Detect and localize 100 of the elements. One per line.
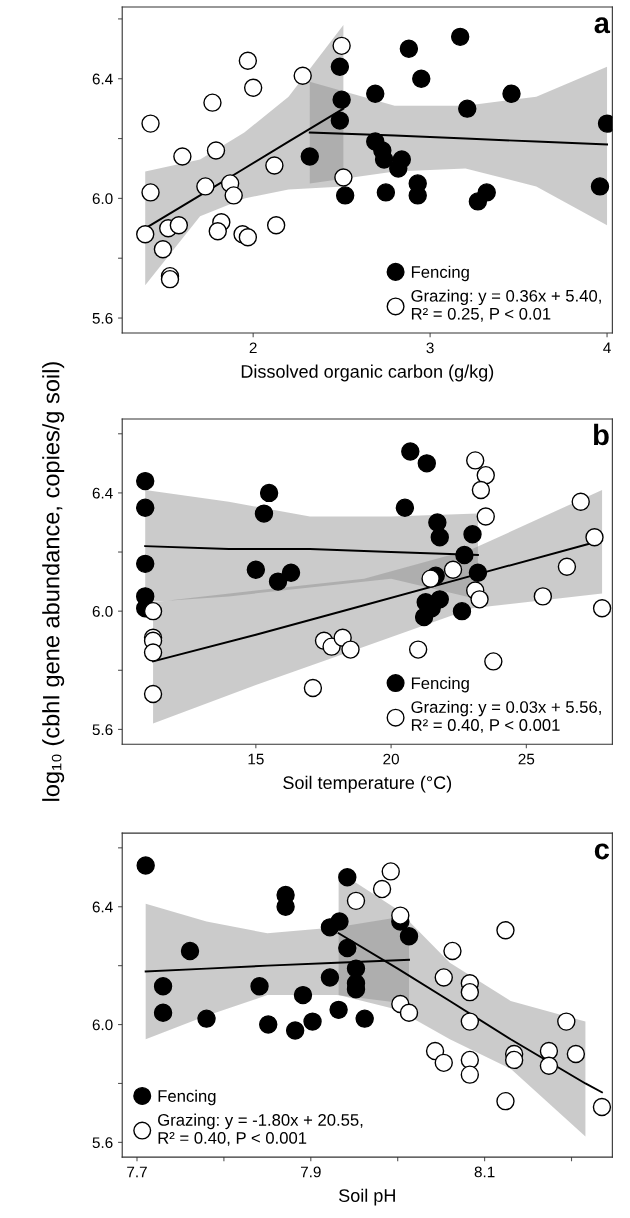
point xyxy=(224,186,243,205)
point xyxy=(268,572,288,591)
point xyxy=(250,977,269,996)
legend-label: Fencing xyxy=(158,1089,216,1106)
point xyxy=(355,1009,374,1028)
point xyxy=(428,513,447,532)
point xyxy=(136,498,155,517)
point xyxy=(153,1003,173,1022)
point xyxy=(430,528,449,547)
point xyxy=(346,891,366,911)
point xyxy=(300,147,319,166)
point xyxy=(571,492,590,511)
point xyxy=(141,183,160,202)
legend-label: Grazing: y = -1.80x + 20.55, R² = 0.40, P < 0.001 xyxy=(158,1113,363,1146)
point xyxy=(335,186,355,205)
point xyxy=(417,454,436,473)
x-tick-label: 7.7 xyxy=(127,1166,147,1178)
point xyxy=(143,684,163,704)
y-tick-label: 6.4 xyxy=(92,73,113,85)
point xyxy=(153,977,173,996)
legend-label: Fencing xyxy=(411,676,469,693)
point xyxy=(399,926,419,946)
point xyxy=(557,1012,576,1031)
point xyxy=(197,1009,216,1028)
x-axis-title: Dissolved organic carbon (g/kg) xyxy=(241,364,494,382)
point xyxy=(341,640,360,659)
x-axis-title: Soil temperature (°C) xyxy=(283,775,452,793)
point xyxy=(392,150,411,169)
point xyxy=(399,1003,419,1022)
y-tick-label: 5.6 xyxy=(92,312,113,324)
point xyxy=(414,607,434,627)
point xyxy=(332,36,351,56)
x-tick-label: 3 xyxy=(426,342,434,354)
x-tick-label: 8.1 xyxy=(474,1166,495,1178)
annotation: c xyxy=(594,843,610,860)
point xyxy=(590,177,610,196)
point xyxy=(293,985,313,1005)
y-tick-label: 6.4 xyxy=(92,901,113,913)
point xyxy=(143,601,163,621)
point xyxy=(458,99,477,118)
point xyxy=(153,240,173,259)
point xyxy=(566,1044,586,1064)
y-tick-label: 6.0 xyxy=(92,1019,113,1031)
point xyxy=(502,84,521,103)
x-tick-label: 7.9 xyxy=(300,1166,321,1178)
point xyxy=(585,528,604,547)
point xyxy=(460,1012,480,1031)
point xyxy=(477,183,496,202)
point xyxy=(421,569,440,588)
y-tick-label: 6.0 xyxy=(92,193,113,205)
point xyxy=(143,643,163,662)
point xyxy=(303,1012,322,1031)
point xyxy=(320,968,340,987)
point xyxy=(330,111,350,130)
legend-label: Grazing: y = 0.03x + 5.56, R² = 0.40, P < 0.001 xyxy=(411,700,601,733)
point xyxy=(281,563,301,582)
x-tick-label: 4 xyxy=(603,342,611,354)
point xyxy=(254,504,274,523)
point xyxy=(246,560,266,579)
point xyxy=(455,545,474,565)
point xyxy=(259,483,279,503)
point xyxy=(332,90,351,109)
y-tick-label: 6.0 xyxy=(92,606,113,617)
point xyxy=(136,856,155,875)
point xyxy=(238,228,258,247)
point xyxy=(259,1015,278,1034)
point xyxy=(136,225,155,244)
point xyxy=(285,1021,305,1040)
point xyxy=(412,69,431,88)
point xyxy=(391,906,410,925)
point xyxy=(334,168,353,187)
point xyxy=(180,941,200,961)
x-tick-label: 15 xyxy=(248,753,264,765)
point xyxy=(557,557,577,577)
x-tick-label: 25 xyxy=(518,753,535,765)
point xyxy=(330,57,350,76)
point xyxy=(470,590,489,609)
y-tick-label: 5.6 xyxy=(92,724,113,736)
line-series xyxy=(308,131,609,146)
point xyxy=(452,601,472,621)
annotation: b xyxy=(594,423,609,446)
annotation: a xyxy=(594,17,611,34)
point xyxy=(443,560,463,579)
point xyxy=(504,1050,524,1070)
y-tick-label: 6.4 xyxy=(92,487,113,499)
point xyxy=(468,563,488,582)
y-tick-label: 5.6 xyxy=(92,1137,113,1149)
point xyxy=(395,498,415,517)
point xyxy=(399,39,419,59)
point xyxy=(338,868,357,887)
point xyxy=(450,27,470,47)
x-tick-label: 2 xyxy=(249,342,257,354)
point xyxy=(136,471,155,491)
point xyxy=(265,156,284,175)
point xyxy=(539,1056,559,1075)
point xyxy=(533,587,553,606)
point xyxy=(293,66,312,85)
y-axis-title: log₁₀ (cbhI gene abundance, copies/g soil) xyxy=(42,362,65,801)
point xyxy=(136,554,155,574)
point xyxy=(330,912,349,931)
